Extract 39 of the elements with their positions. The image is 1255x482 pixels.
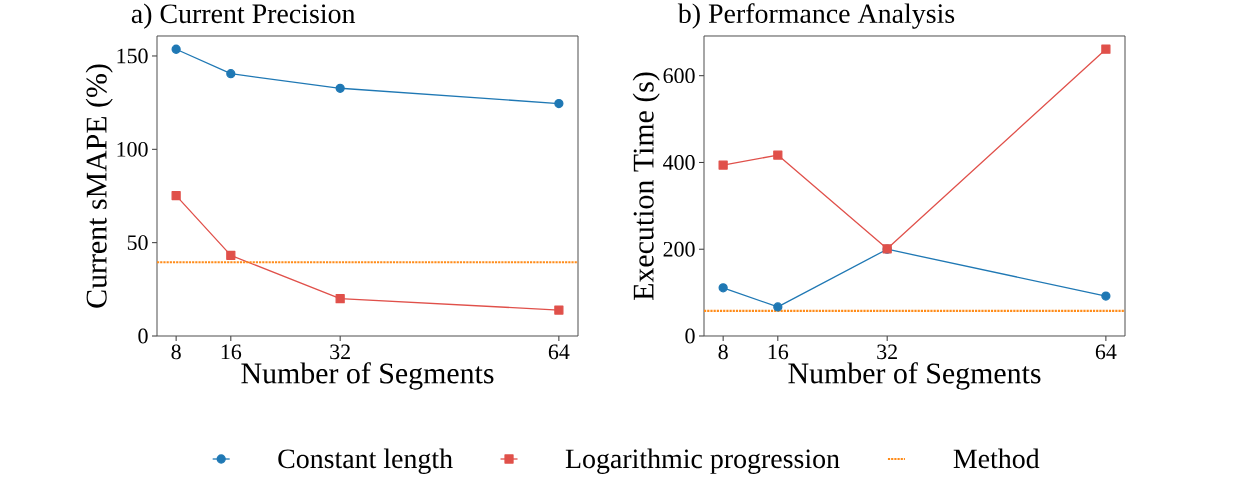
x-axis-title: Number of Segments (241, 362, 494, 390)
y-tick-label: 50 (127, 235, 148, 251)
y-tick-label: 600 (663, 68, 695, 84)
point (335, 294, 345, 304)
point (335, 83, 345, 93)
point (554, 305, 564, 315)
x-tick-label: 8 (171, 344, 181, 360)
x-tick-label: 32 (330, 344, 350, 360)
point (226, 250, 236, 260)
point (718, 160, 728, 170)
x-tick-label: 16 (221, 344, 242, 360)
legend-label: Constant length (278, 448, 453, 474)
point (718, 283, 728, 293)
point (1101, 291, 1111, 301)
chart-title: a) Current Precision (131, 3, 356, 29)
legend-label: Method (953, 448, 1040, 469)
x-tick-label: 8 (718, 344, 728, 360)
x-tick-label: 16 (768, 344, 789, 360)
y-tick-label: 0 (685, 328, 695, 344)
y-tick-label: 100 (117, 141, 148, 157)
point (773, 302, 783, 312)
y-tick-label: 400 (663, 155, 695, 170)
y-tick-label: 150 (117, 48, 148, 64)
x-axis-title: Number of Segments (788, 362, 1041, 390)
point (171, 44, 181, 54)
point (773, 150, 783, 160)
point (1101, 44, 1111, 54)
y-axis-title: Current sMAPE (%) (85, 64, 113, 308)
x-tick-label: 64 (548, 344, 570, 360)
chart-title: b) Performance Analysis (677, 3, 955, 29)
point (226, 69, 236, 79)
legend-label: Logarithmic progression (565, 448, 840, 474)
y-tick-label: 200 (663, 241, 695, 257)
point (554, 98, 564, 109)
y-tick-label: 0 (138, 328, 148, 344)
y-axis-title: Execution Time (s) (632, 72, 660, 300)
x-tick-label: 64 (1095, 344, 1117, 360)
x-tick-label: 32 (877, 344, 897, 360)
point (171, 190, 181, 201)
